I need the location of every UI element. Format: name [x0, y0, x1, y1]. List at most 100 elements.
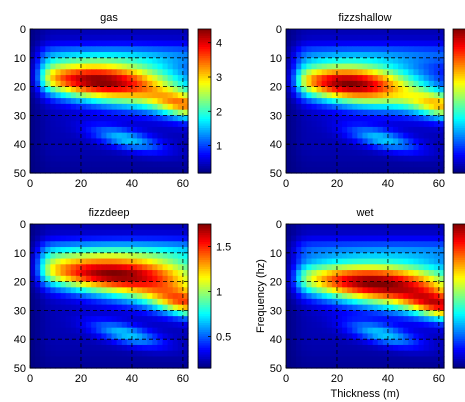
heatmap-cell [377, 75, 384, 82]
heatmap-cell [408, 80, 415, 88]
colorbar-segment [198, 336, 211, 340]
heatmap-cell [152, 86, 159, 93]
heatmap-cell [286, 155, 292, 163]
colorbar-segment [453, 356, 465, 360]
heatmap-cell [65, 161, 72, 168]
heatmap-cell [182, 304, 189, 311]
heatmap-cell [357, 92, 364, 99]
heatmap-cell [423, 270, 430, 277]
heatmap-cell [35, 350, 41, 358]
heatmap-cell [137, 144, 143, 151]
heatmap-cell [111, 224, 118, 231]
heatmap-cell [60, 80, 67, 88]
heatmap-cell [423, 229, 430, 237]
heatmap-cell [50, 275, 57, 283]
heatmap-cell [111, 121, 118, 128]
heatmap-cell [286, 235, 292, 242]
heatmap-cell [382, 287, 389, 294]
heatmap-cell [50, 63, 57, 70]
heatmap-cell [296, 86, 302, 93]
heatmap-cell [65, 270, 72, 277]
heatmap-cell [326, 275, 333, 283]
heatmap-cell [438, 144, 445, 151]
heatmap-cell [316, 121, 323, 128]
heatmap-cell [352, 258, 358, 265]
heatmap-cell [40, 69, 46, 76]
heatmap-cell [357, 69, 364, 76]
heatmap-cell [75, 167, 82, 174]
heatmap-cell [418, 275, 425, 283]
heatmap-cell [372, 344, 379, 352]
heatmap-cell [433, 293, 440, 300]
heatmap-cell [45, 80, 51, 88]
heatmap-cell [418, 264, 425, 271]
heatmap-cell [147, 80, 153, 88]
heatmap-cell [377, 126, 384, 134]
heatmap-cell [70, 229, 77, 237]
heatmap-cell [40, 115, 46, 122]
colorbar [452, 223, 465, 369]
colorbar-segment [198, 343, 211, 347]
heatmap-cell [55, 362, 62, 369]
heatmap-cell [50, 293, 57, 300]
heatmap-cell [30, 80, 36, 88]
heatmap-cell [101, 149, 108, 157]
heatmap-cell [40, 235, 46, 242]
heatmap-cell [372, 144, 379, 151]
heatmap-cell [75, 103, 82, 111]
heatmap-cell [331, 252, 338, 260]
heatmap-cell [286, 264, 292, 271]
heatmap-cell [296, 155, 302, 163]
heatmap-cell [70, 298, 77, 306]
heatmap-cell [306, 103, 313, 111]
heatmap-cell [393, 327, 399, 335]
heatmap-cell [131, 80, 138, 88]
heatmap-cell [367, 229, 374, 237]
heatmap-cell [321, 333, 328, 340]
heatmap-cell [172, 350, 179, 358]
heatmap-cell [438, 63, 445, 70]
heatmap-cell [116, 149, 123, 157]
heatmap-cell [342, 241, 348, 248]
heatmap-cell [45, 132, 51, 140]
heatmap-cell [382, 281, 389, 288]
heatmap-cell [393, 98, 399, 105]
heatmap-cell [377, 109, 384, 116]
heatmap-cell [177, 167, 184, 174]
heatmap-cell [167, 356, 174, 363]
heatmap-cell [352, 46, 358, 53]
heatmap-cell [321, 264, 328, 271]
heatmap-cell [316, 333, 323, 340]
heatmap-cell [296, 34, 302, 42]
heatmap-cell [306, 298, 313, 306]
heatmap-cell [418, 281, 425, 288]
heatmap-cell [91, 92, 97, 99]
heatmap-cell [75, 281, 82, 288]
heatmap-cell [336, 167, 343, 174]
heatmap-cell [101, 121, 108, 128]
heatmap-cell [408, 132, 415, 140]
heatmap-cell [306, 126, 313, 134]
colorbar-tick-label: 4 [216, 38, 222, 50]
heatmap-cell [398, 293, 404, 300]
heatmap-cell [152, 235, 159, 242]
heatmap-cell [377, 252, 384, 260]
heatmap-cell [137, 86, 143, 93]
colorbar-segment [198, 320, 211, 324]
heatmap-cell [60, 258, 67, 265]
heatmap-cell [413, 52, 420, 59]
heatmap-cell [428, 333, 435, 340]
heatmap-cell [91, 57, 97, 65]
heatmap-cell [342, 287, 348, 294]
heatmap-cell [40, 310, 46, 317]
heatmap-cell [342, 264, 348, 271]
heatmap-cell [172, 247, 179, 254]
heatmap-cell [331, 34, 338, 42]
heatmap-cell [35, 155, 41, 163]
heatmap-cell [408, 304, 415, 311]
heatmap-cell [428, 281, 435, 288]
heatmap-cell [428, 126, 435, 134]
heatmap-cell [306, 98, 313, 105]
heatmap-cell [311, 281, 318, 288]
heatmap-cell [336, 29, 343, 36]
